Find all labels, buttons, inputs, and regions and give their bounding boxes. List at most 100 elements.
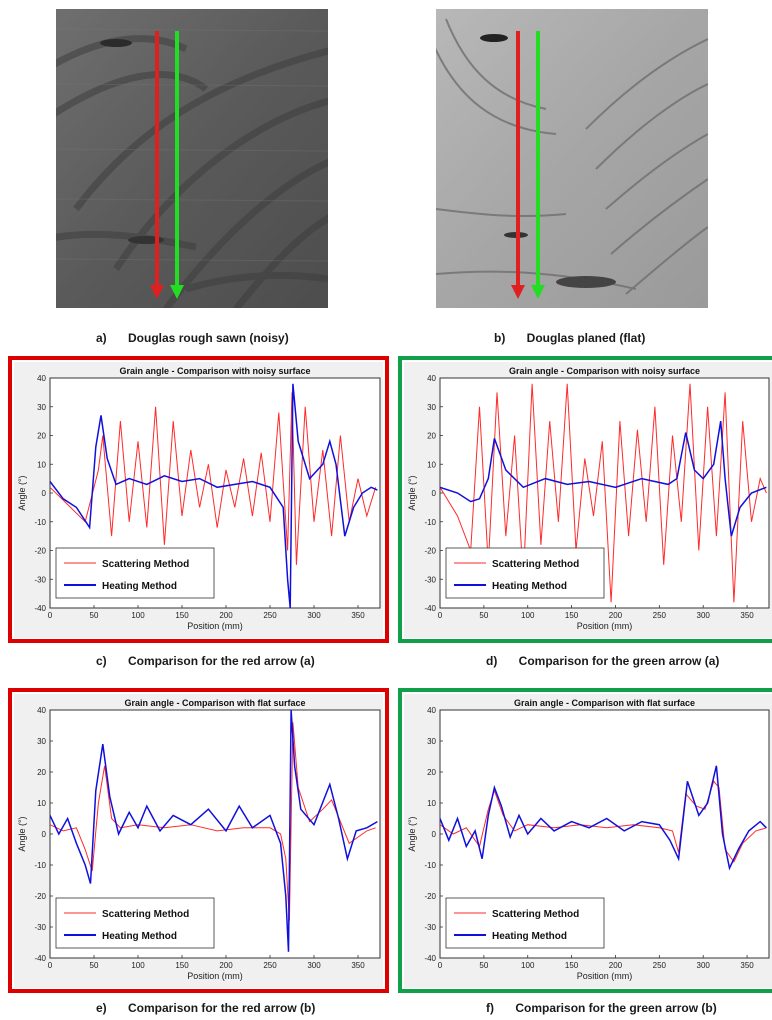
legend-label-heating: Heating Method	[492, 931, 567, 942]
y-tick-label: -10	[424, 861, 436, 870]
y-tick-label: 20	[427, 768, 436, 777]
caption-e-letter: e)	[96, 1001, 107, 1015]
frame-red-c	[8, 356, 389, 643]
legend	[445, 897, 605, 949]
x-tick-label: 150	[175, 961, 189, 970]
x-tick-label: 150	[565, 611, 579, 620]
heating-series-line	[440, 420, 767, 537]
chart-e: Grain angle - Comparison with flat surfa…	[14, 694, 383, 988]
chart-title: Grain angle - Comparison with flat surfa…	[514, 698, 695, 708]
y-tick-label: 10	[37, 460, 46, 469]
caption-d-text: Comparison for the green arrow (a)	[518, 654, 720, 668]
x-tick-label: 350	[351, 611, 365, 620]
heating-series-line	[440, 765, 767, 871]
y-tick-label: -40	[34, 604, 46, 613]
x-tick-label: 300	[697, 961, 711, 970]
y-tick-label: -40	[424, 604, 436, 613]
caption-d: d) Comparison for the green arrow (a)	[486, 654, 719, 668]
x-tick-label: 300	[307, 611, 321, 620]
scattering-series-line	[440, 383, 767, 603]
y-tick-label: -40	[34, 954, 46, 963]
caption-a-letter: a)	[96, 331, 107, 345]
frame-green-f	[398, 688, 772, 993]
x-tick-label: 200	[609, 611, 623, 620]
caption-e: e) Comparison for the red arrow (b)	[96, 1001, 315, 1015]
y-axis-label: Angle (°)	[407, 475, 417, 510]
caption-b: b) Douglas planed (flat)	[494, 331, 645, 345]
chart-d: Grain angle - Comparison with noisy surf…	[404, 362, 772, 638]
series-group	[50, 710, 378, 952]
x-tick-label: 200	[609, 961, 623, 970]
y-tick-label: 40	[427, 374, 436, 383]
x-tick-label: 0	[48, 961, 53, 970]
x-tick-label: 300	[697, 611, 711, 620]
x-tick-label: 50	[90, 961, 99, 970]
caption-c: c) Comparison for the red arrow (a)	[96, 654, 315, 668]
y-tick-label: 20	[37, 432, 46, 441]
y-axis-label: Angle (°)	[17, 816, 27, 851]
y-axis-label: Angle (°)	[407, 816, 417, 851]
x-tick-label: 350	[740, 611, 754, 620]
legend-label-heating: Heating Method	[492, 581, 567, 592]
caption-f-letter: f)	[486, 1001, 494, 1015]
chart-f: Grain angle - Comparison with flat surfa…	[404, 694, 772, 988]
x-tick-label: 50	[479, 611, 488, 620]
frame-green-d	[398, 356, 772, 643]
y-tick-label: 0	[42, 830, 47, 839]
caption-f: f) Comparison for the green arrow (b)	[486, 1001, 717, 1015]
y-tick-label: 40	[427, 706, 436, 715]
x-tick-label: 350	[740, 961, 754, 970]
y-tick-label: -30	[424, 923, 436, 932]
y-tick-label: -10	[34, 518, 46, 527]
y-tick-label: -20	[34, 892, 46, 901]
x-tick-label: 0	[48, 611, 53, 620]
y-tick-label: 10	[37, 799, 46, 808]
legend-label-scattering: Scattering Method	[492, 909, 579, 920]
x-tick-label: 150	[175, 611, 189, 620]
chart-title: Grain angle - Comparison with noisy surf…	[509, 366, 700, 376]
legend-label-scattering: Scattering Method	[102, 909, 189, 920]
caption-d-letter: d)	[486, 654, 498, 668]
caption-c-letter: c)	[96, 654, 107, 668]
caption-c-text: Comparison for the red arrow (a)	[128, 654, 315, 668]
caption-a-text: Douglas rough sawn (noisy)	[128, 331, 289, 345]
x-tick-label: 100	[131, 611, 145, 620]
x-tick-label: 250	[263, 961, 277, 970]
x-tick-label: 300	[307, 961, 321, 970]
y-tick-label: -20	[424, 892, 436, 901]
chart-title: Grain angle - Comparison with flat surfa…	[124, 698, 305, 708]
caption-b-letter: b)	[494, 331, 506, 345]
y-tick-label: -30	[34, 575, 46, 584]
x-tick-label: 100	[521, 961, 535, 970]
x-tick-label: 250	[653, 961, 667, 970]
caption-a: a) Douglas rough sawn (noisy)	[96, 331, 289, 345]
y-tick-label: -30	[34, 923, 46, 932]
y-tick-label: 0	[432, 830, 437, 839]
x-tick-label: 50	[479, 961, 488, 970]
legend-label-heating: Heating Method	[102, 931, 177, 942]
y-tick-label: -10	[34, 861, 46, 870]
caption-e-text: Comparison for the red arrow (b)	[128, 1001, 316, 1015]
heating-series-line	[50, 710, 378, 952]
y-tick-label: -20	[424, 547, 436, 556]
series-group	[440, 383, 767, 603]
x-axis-label: Position (mm)	[577, 971, 633, 981]
legend-label-scattering: Scattering Method	[492, 559, 579, 570]
y-tick-label: 0	[42, 489, 47, 498]
legend	[55, 897, 215, 949]
x-tick-label: 0	[438, 961, 443, 970]
y-tick-label: 10	[427, 799, 436, 808]
x-axis-label: Position (mm)	[187, 621, 243, 631]
wood-photo-rough-sawn	[44, 9, 338, 312]
caption-b-text: Douglas planed (flat)	[526, 331, 646, 345]
legend-label-heating: Heating Method	[102, 581, 177, 592]
y-tick-label: 30	[427, 403, 436, 412]
y-tick-label: -10	[424, 518, 436, 527]
x-tick-label: 0	[438, 611, 443, 620]
frame-red-e	[8, 688, 389, 993]
x-tick-label: 100	[131, 961, 145, 970]
x-tick-label: 250	[263, 611, 277, 620]
y-tick-label: 20	[37, 768, 46, 777]
y-tick-label: 40	[37, 706, 46, 715]
heating-series-line	[50, 383, 378, 608]
